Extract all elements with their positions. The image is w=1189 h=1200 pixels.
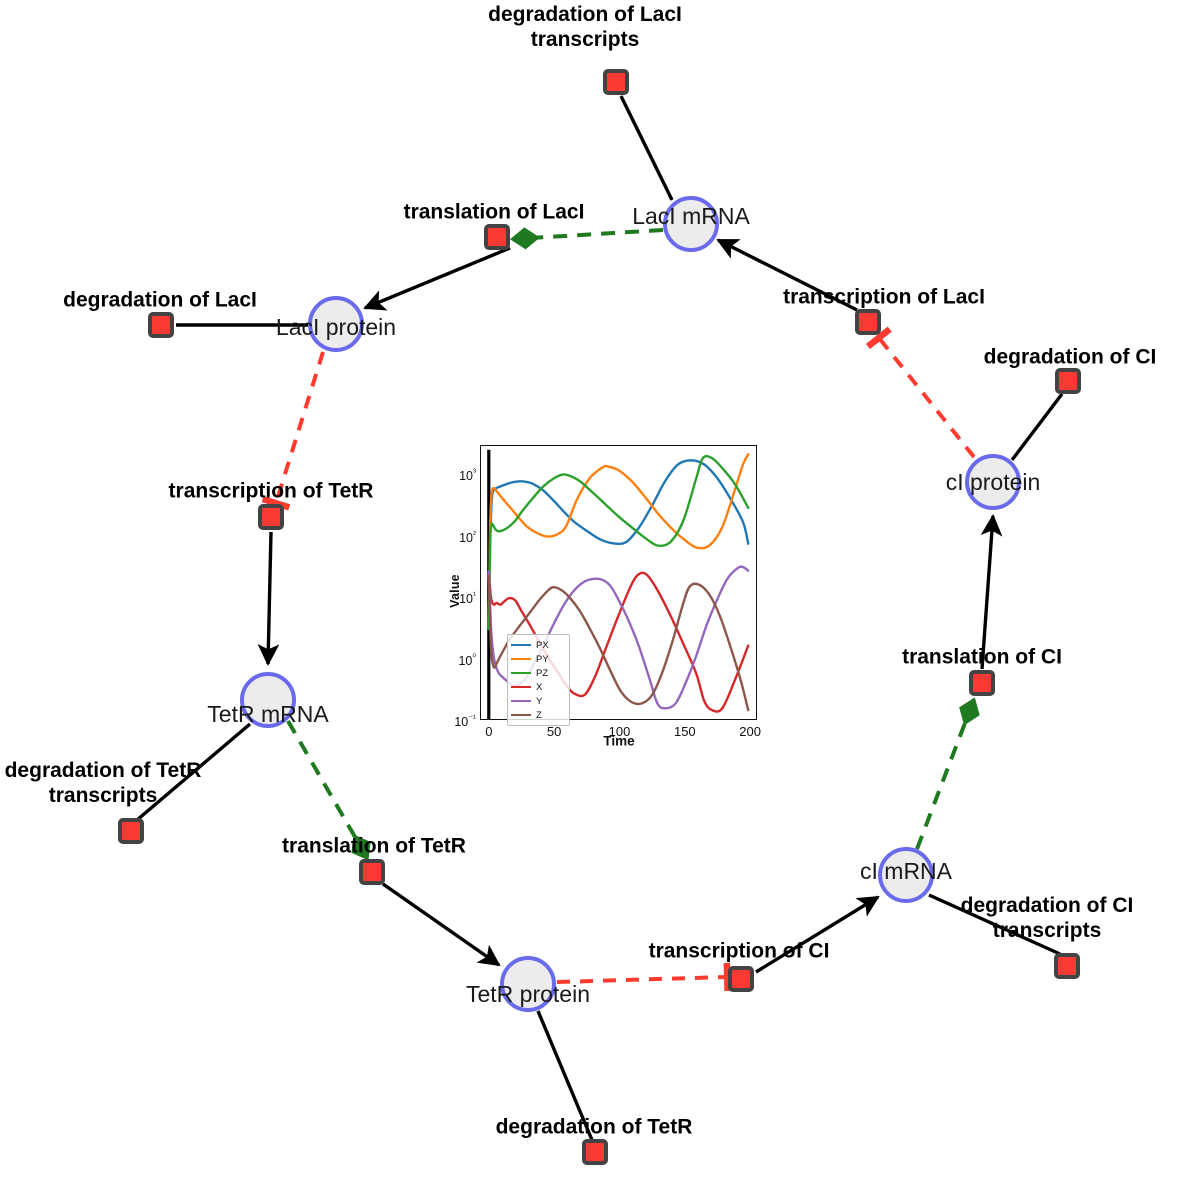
chart-legend-item: PX: [511, 638, 565, 652]
chart-x-tick: 50: [546, 724, 562, 739]
edge-inhibit-laci-protein-transc-tetr: [261, 351, 325, 511]
species-label-ci-mrna: cI mRNA: [860, 858, 952, 885]
species-label-laci-mrna: LacI mRNA: [632, 203, 750, 230]
edge-inhibit-tetr-protein-transc-ci: [556, 962, 731, 992]
chart-y-tick: 10⁰: [458, 651, 476, 668]
edge-modifier-tetr-mrna-transl-tetr: [286, 719, 371, 861]
chart-series-PZ: [487, 455, 750, 631]
species-label-laci-protein: LacI protein: [275, 314, 397, 341]
inhibition-edges: [261, 326, 976, 992]
species-node-laci-mrna[interactable]: [663, 196, 719, 252]
chart-plot-area: 10⁻¹ 10⁰ 10¹ 10² 10³ 0 50 100 150 200 PX PY PZ X Y Z: [454, 445, 761, 739]
chart-legend-swatch: [511, 685, 531, 689]
reaction-node-deg-laci-transcripts[interactable]: [603, 69, 629, 95]
reaction-node-deg-ci-transcripts[interactable]: [1054, 953, 1080, 979]
species-node-ci-protein[interactable]: [965, 454, 1021, 510]
chart-legend-item: X: [511, 680, 565, 694]
reaction-node-transc-ci[interactable]: [728, 966, 754, 992]
reaction-label-transc-tetr: transcription of TetR: [168, 479, 374, 503]
reaction-node-deg-tetr[interactable]: [582, 1139, 608, 1165]
chart-y-tick: 10²: [459, 528, 476, 545]
chart-series-PY: [487, 453, 750, 631]
chart-x-tick: 200: [739, 724, 762, 739]
chart-x-tick: 0: [485, 724, 493, 739]
chart-y-tick: 10⁻¹: [454, 712, 476, 730]
edge-transl-tetr-to-tetr-protein: [382, 882, 501, 967]
chart-legend-label: PZ: [536, 667, 549, 679]
chart-legend-item: PY: [511, 652, 565, 666]
reaction-node-deg-tetr-transcripts[interactable]: [118, 818, 144, 844]
chart-legend-swatch: [511, 643, 531, 647]
chart-legend-swatch: [511, 671, 531, 675]
reaction-node-transc-tetr[interactable]: [258, 504, 284, 530]
chart-legend-label: Z: [536, 709, 542, 721]
chart-y-tick: 10¹: [459, 590, 476, 607]
reaction-node-deg-laci[interactable]: [148, 312, 174, 338]
chart-legend-item: Z: [511, 708, 565, 722]
reaction-label-deg-tetr-transcripts: degradation of TetR transcripts: [4, 759, 202, 807]
reaction-node-transc-laci[interactable]: [855, 309, 881, 335]
modifier-edges: [286, 227, 980, 861]
reaction-node-transl-laci[interactable]: [484, 224, 510, 250]
reaction-label-transc-ci: transcription of CI: [648, 939, 830, 963]
edge-tetr-mrna-to-deg-transcripts: [135, 722, 252, 822]
chart-series-Y: [487, 565, 750, 710]
chart-series-Z: [487, 574, 750, 712]
species-node-tetr-mrna[interactable]: [240, 672, 296, 728]
chart-legend-label: PY: [536, 653, 549, 665]
edge-ci-protein-to-deg-ci: [1010, 392, 1064, 462]
edge-inhibit-ci-protein-transc-laci: [865, 326, 976, 459]
chart-legend-swatch: [511, 657, 531, 661]
chart-legend-swatch: [511, 713, 531, 717]
edge-transc-ci-to-ci-mrna: [755, 895, 880, 974]
reaction-node-deg-ci[interactable]: [1055, 368, 1081, 394]
edge-modifier-ci-mrna-transl-ci: [915, 697, 980, 850]
chart-legend-label: Y: [536, 695, 543, 707]
flow-edges: [135, 95, 1064, 1141]
chart-series-PX: [487, 459, 750, 631]
chart-x-tick: 100: [608, 724, 631, 739]
chart-legend-label: X: [536, 681, 543, 693]
edge-transl-laci-to-laci-protein: [363, 246, 511, 311]
edge-transl-ci-to-ci-protein: [980, 514, 1003, 670]
species-label-tetr-protein: TetR protein: [465, 981, 591, 1008]
chart-y-tick: 10³: [459, 467, 476, 484]
reaction-label-deg-laci-transcripts: degradation of LacI transcripts: [488, 3, 682, 51]
edge-ci-mrna-to-deg-transcripts: [928, 893, 1061, 956]
edge-transc-tetr-to-tetr-mrna: [257, 531, 280, 666]
species-node-tetr-protein[interactable]: [500, 956, 556, 1012]
chart-legend: PX PY PZ X Y Z: [507, 634, 570, 726]
species-node-laci-protein[interactable]: [308, 296, 364, 352]
reaction-label-transl-ci: translation of CI: [902, 645, 1062, 669]
edge-tetr-protein-to-deg-tetr: [536, 1010, 594, 1141]
chart-legend-swatch: [511, 699, 531, 703]
reaction-node-transl-ci[interactable]: [969, 670, 995, 696]
chart-legend-item: Y: [511, 694, 565, 708]
edge-transc-laci-to-laci-mrna: [716, 238, 858, 312]
chart-legend-item: PZ: [511, 666, 565, 680]
reaction-label-deg-ci: degradation of CI: [983, 345, 1157, 369]
chart-x-tick: 150: [673, 724, 696, 739]
reaction-label-transl-laci: translation of LacI: [403, 200, 585, 224]
species-node-ci-mrna[interactable]: [878, 847, 934, 903]
reaction-label-deg-ci-transcripts: degradation of CI transcripts: [960, 894, 1134, 942]
species-label-tetr-mrna: TetR mRNA: [207, 701, 329, 728]
edge-modifier-laci-mrna-transl-laci: [510, 227, 664, 250]
reaction-label-transl-tetr: translation of TetR: [282, 834, 466, 858]
chart-legend-label: PX: [536, 639, 549, 651]
chart-x-axis-label: Time: [603, 733, 635, 749]
reaction-node-transl-tetr[interactable]: [359, 859, 385, 885]
edge-laci-mrna-to-deg-transcripts: [619, 95, 674, 201]
inset-timeseries-plot: Value 10⁻¹ 10⁰ 10¹ 10² 10³ 0 50 100 150 200 PX PY…: [448, 436, 773, 754]
reaction-label-transc-laci: transcription of LacI: [783, 285, 985, 309]
chart-curves: [487, 449, 750, 719]
reaction-label-deg-tetr: degradation of TetR: [495, 1115, 693, 1139]
reaction-label-deg-laci: degradation of LacI: [63, 288, 257, 312]
species-label-ci-protein: cI protein: [945, 469, 1041, 496]
